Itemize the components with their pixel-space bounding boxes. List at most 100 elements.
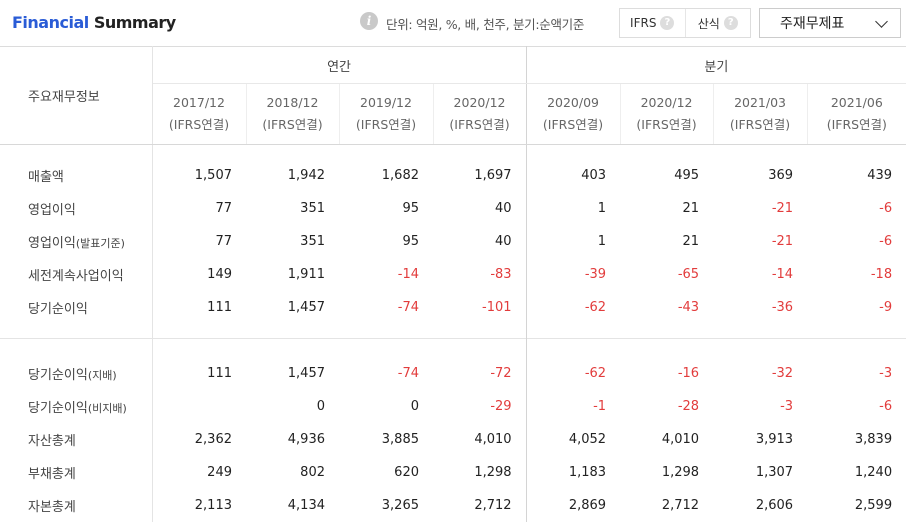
spacer-cell (807, 338, 906, 357)
value-cell: 149 (207, 267, 232, 282)
statement-select[interactable]: 주재무제표 (759, 8, 901, 38)
value-cell: 2,113 (194, 498, 232, 513)
value-cell: 1,298 (661, 465, 700, 480)
value-cell: 1,457 (287, 366, 325, 381)
value-cell: 77 (215, 201, 232, 216)
table-row: 당기순이익 111 1,457 -74 -101 -62 -43 -36 -9 (0, 291, 906, 324)
period-label: 2021/03 (734, 95, 787, 110)
spacer-cell (807, 324, 906, 339)
value-cell: 1,911 (287, 267, 325, 282)
toggle-group: IFRS ? 산식 ? (619, 8, 751, 38)
value-cell: -39 (584, 267, 607, 282)
value-cell: -32 (771, 366, 794, 381)
spacer-row (0, 324, 906, 339)
spacer-row (0, 144, 906, 160)
value-cell (152, 390, 246, 423)
value-cell: -9 (879, 300, 893, 315)
row-label-text: 세전계속사업이익 (28, 269, 124, 284)
period-header: 2019/12 (IFRS연결) (339, 83, 434, 145)
period-header: 2020/12 (IFRS연결) (620, 83, 714, 145)
value-cell: 95 (402, 201, 419, 216)
spacer-cell (246, 338, 339, 357)
chevron-down-icon (875, 15, 888, 28)
period-label: 2019/12 (360, 95, 412, 110)
annual-group-header: 연간 (152, 46, 527, 84)
value-cell: 802 (300, 465, 325, 480)
table-row: 세전계속사업이익 149 1,911 -14 -83 -39 -65 -14 -18 (0, 258, 906, 291)
table-row: 당기순이익(비지배) 0 0 -29 -1 -28 -3 -6 (0, 390, 906, 423)
row-label-text: 자산총계 (28, 434, 76, 449)
value-cell: -1 (593, 399, 607, 414)
ifrs-label: IFRS (630, 16, 657, 30)
row-label-text: 당기순이익 (28, 368, 88, 383)
value-cell: -3 (879, 366, 893, 381)
value-cell: 111 (207, 300, 232, 315)
row-label: 자산총계 (0, 423, 153, 456)
value-cell: -62 (584, 366, 607, 381)
quarter-group-header: 분기 (526, 46, 906, 84)
spacer-cell (246, 145, 339, 160)
value-cell: 351 (300, 201, 325, 216)
value-cell: 1 (597, 234, 607, 249)
value-cell: 1,298 (433, 456, 527, 489)
formula-toggle[interactable]: 산식 ? (684, 9, 751, 37)
title-summary: Summary (93, 13, 176, 32)
row-label-text: 자본총계 (28, 500, 76, 515)
value-cell: -72 (433, 357, 527, 390)
value-cell: 77 (215, 234, 232, 249)
spacer-cell (620, 324, 713, 339)
formula-label: 산식 (697, 16, 720, 31)
value-cell: 4,134 (287, 498, 325, 513)
value-cell: -43 (677, 300, 700, 315)
basis-label: (IFRS연결) (168, 117, 230, 132)
table-row: 매출액 1,507 1,942 1,682 1,697 403 495 369 439 (0, 159, 906, 192)
value-cell: 1,942 (287, 168, 325, 183)
row-label: 부채총계 (0, 456, 153, 489)
row-label: 세전계속사업이익 (0, 258, 153, 291)
value-cell: -36 (771, 300, 794, 315)
value-cell: 403 (581, 168, 607, 183)
value-cell: 2,362 (194, 432, 232, 447)
period-header: 2021/03 (IFRS연결) (713, 83, 808, 145)
value-cell: -14 (771, 267, 794, 282)
period-label: 2020/12 (640, 95, 693, 110)
basis-label: (IFRS연결) (826, 117, 887, 132)
value-cell: -21 (771, 234, 794, 249)
row-label: 자본총계 (0, 489, 153, 522)
spacer-cell (339, 324, 433, 339)
value-cell: 1,183 (568, 465, 607, 480)
value-cell: 2,712 (661, 498, 700, 513)
basis-label: (IFRS연결) (449, 117, 510, 132)
value-cell: 1,697 (433, 159, 527, 192)
help-icon[interactable]: ? (660, 16, 675, 30)
ifrs-toggle[interactable]: IFRS ? (620, 9, 685, 37)
info-icon[interactable]: i (360, 12, 378, 30)
period-header: 2018/12 (IFRS연결) (246, 83, 340, 145)
table-row: 영업이익(발표기준) 77 351 95 40 1 21 -21 -6 (0, 225, 906, 258)
period-header: 2020/09 (IFRS연결) (526, 83, 621, 145)
help-icon[interactable]: ? (723, 16, 738, 30)
spacer-cell (246, 324, 339, 339)
row-label-suffix: (발표기준) (75, 237, 125, 250)
spacer-cell (152, 145, 246, 160)
spacer-cell (620, 145, 713, 160)
spacer-cell (713, 145, 807, 160)
basis-label: (IFRS연결) (636, 117, 697, 132)
value-cell: 1,682 (381, 168, 419, 183)
row-label-text: 부채총계 (28, 467, 76, 482)
spacer-row (0, 338, 906, 357)
row-label-text: 영업이익 (28, 203, 76, 218)
spacer-cell (152, 338, 246, 357)
value-cell: -28 (677, 399, 700, 414)
value-cell: -62 (584, 300, 607, 315)
value-cell: 0 (316, 399, 325, 414)
value-cell: 1,307 (755, 465, 794, 480)
period-label: 2020/09 (547, 95, 600, 110)
spacer-cell (0, 324, 153, 339)
value-cell: 95 (402, 234, 419, 249)
table-row: 자산총계 2,362 4,936 3,885 4,010 4,052 4,010 3,913 3… (0, 423, 906, 456)
value-cell: -18 (870, 267, 893, 282)
value-cell: -21 (771, 201, 794, 216)
value-cell: 3,913 (755, 432, 794, 447)
period-header: 2017/12 (IFRS연결) (152, 83, 247, 145)
